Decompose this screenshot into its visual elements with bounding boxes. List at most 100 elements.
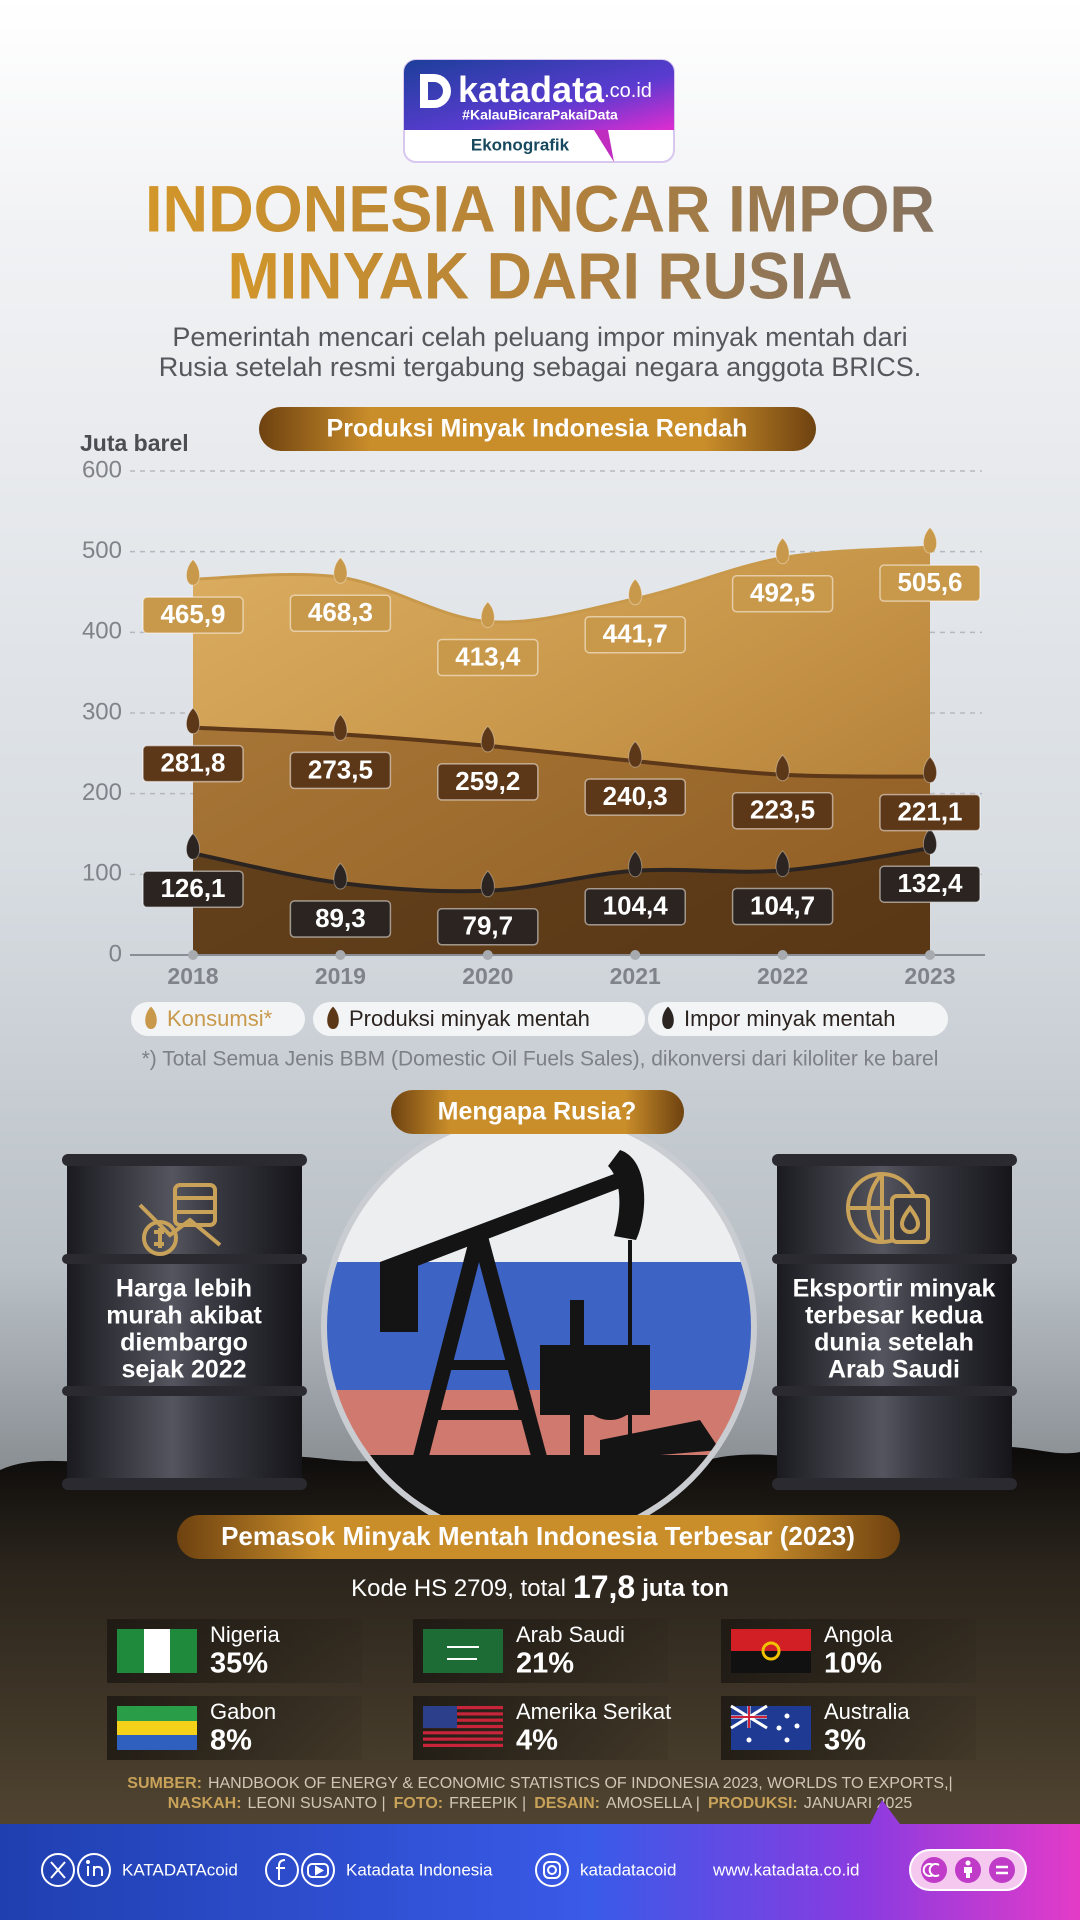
value-label: 223,5 [750, 795, 815, 825]
supplier-country: Angola [824, 1622, 893, 1647]
value-label: 465,9 [160, 599, 225, 629]
value-label-box [142, 744, 244, 783]
license-badge [909, 1849, 1027, 1891]
flag [784, 1737, 790, 1743]
supplier-share: 21% [516, 1648, 574, 1680]
value-label-box [731, 887, 834, 926]
website: www.katadata.co.id [712, 1860, 859, 1879]
point-marker [480, 601, 495, 629]
flag [423, 1706, 503, 1710]
chart: 0 100 200 300 400 500 600 465,9 468,3 413,4 441,7 4… [82, 456, 985, 1036]
flag [117, 1721, 197, 1735]
source-line: SUMBER: HANDBOOK OF ENERGY & ECONOMIC STA… [127, 1775, 952, 1792]
flag [423, 1737, 503, 1741]
source-text: HANDBOOK OF ENERGY & ECONOMIC STATISTICS… [208, 1775, 953, 1792]
supplier-country: Gabon [210, 1699, 276, 1724]
value-label: 89,3 [315, 903, 366, 933]
reason-line: murah akibat [106, 1302, 262, 1330]
barrel-rim [62, 1154, 307, 1166]
point-marker [775, 754, 790, 782]
value-label-box [437, 638, 539, 677]
value-label-box [879, 793, 981, 832]
point-marker [333, 862, 348, 890]
supplier-share: 4% [516, 1725, 558, 1757]
suppliers-summary: Kode HS 2709, total 17,8 juta ton [351, 1569, 729, 1605]
point-marker [922, 756, 938, 784]
flag [731, 1651, 811, 1673]
y-axis-label: Juta barel [80, 430, 189, 456]
y-tick-label: 100 [82, 860, 122, 887]
reason-line: dunia setelah [814, 1329, 974, 1357]
footer: KATADATAcoid Katadata Indonesia katadata… [0, 1800, 1080, 1920]
flag [731, 1706, 767, 1728]
source-text: JANUARI 2025 [804, 1795, 913, 1812]
value-label-box [584, 778, 686, 816]
value-label-box [142, 596, 244, 634]
y-tick-label: 600 [82, 456, 122, 483]
flag [784, 1713, 790, 1719]
legend-pill [131, 1002, 305, 1036]
reason-line: diembargo [120, 1329, 248, 1357]
brand: katadata [458, 69, 605, 110]
source: SUMBER: HANDBOOK OF ENERGY & ECONOMIC STA… [127, 1775, 952, 1812]
ground [0, 1446, 1080, 1920]
value-label-box [289, 751, 392, 790]
legend-label: Produksi minyak mentah [349, 1006, 590, 1031]
y-tick-label: 200 [82, 779, 122, 806]
x-tick-label: 2020 [462, 963, 513, 989]
flag [423, 1743, 503, 1747]
title-line: MINYAK DARI RUSIA [228, 238, 853, 312]
chart-title-pill [259, 407, 816, 451]
domain: .co.id [604, 80, 652, 102]
reason-line: sejak 2022 [121, 1356, 246, 1384]
globe-icon [846, 1172, 930, 1244]
point-marker [922, 827, 938, 855]
reason-line: Harga lebih [116, 1275, 252, 1303]
barrel-rim [772, 1386, 1017, 1396]
y-tick-label: 400 [82, 618, 122, 645]
barrel-rim [772, 1254, 1017, 1264]
x-tick [925, 950, 935, 960]
point-marker [333, 556, 348, 584]
supplier-country: Arab Saudi [516, 1622, 625, 1647]
source-text: AMOSELLA | [606, 1795, 700, 1812]
reason-line: Arab Saudi [828, 1356, 960, 1384]
barrel-body [67, 1154, 302, 1490]
legend-label: Konsumsi* [167, 1006, 273, 1031]
value-label: 240,3 [603, 781, 668, 811]
source-label: FOTO: [394, 1795, 443, 1812]
point-marker [185, 832, 201, 860]
value-label: 413,4 [455, 641, 521, 671]
supplier-share: 35% [210, 1648, 268, 1680]
value-label-box [584, 888, 686, 926]
logo: katadata.co.id #KalauBicaraPakaiData Eko… [403, 59, 675, 163]
barrel-rim [62, 1478, 307, 1490]
flag [117, 1629, 144, 1673]
y-tick-label: 0 [109, 940, 122, 967]
value-label: 126,1 [160, 873, 225, 903]
value-label: 468,3 [308, 597, 373, 627]
line [192, 545, 931, 624]
value-label: 492,5 [750, 578, 815, 608]
logo-brand: katadata.co.id [458, 69, 652, 110]
supplier-country: Amerika Serikat [516, 1699, 671, 1724]
logo-tail [594, 130, 614, 162]
why-title: Mengapa Rusia? [438, 1098, 637, 1126]
legend-pill [648, 1002, 948, 1036]
value-label: 273,5 [308, 754, 373, 784]
point-marker [185, 558, 201, 586]
legend-swatch [327, 1006, 339, 1029]
x-tick [482, 950, 493, 960]
x-tick [188, 950, 198, 960]
flag [731, 1629, 811, 1651]
y-tick-label: 300 [82, 698, 122, 725]
x-tick-label: 2022 [757, 963, 808, 989]
value-label-box [584, 615, 686, 654]
supplier-share: 8% [210, 1725, 252, 1757]
source-label: PRODUKSI: [708, 1795, 798, 1812]
